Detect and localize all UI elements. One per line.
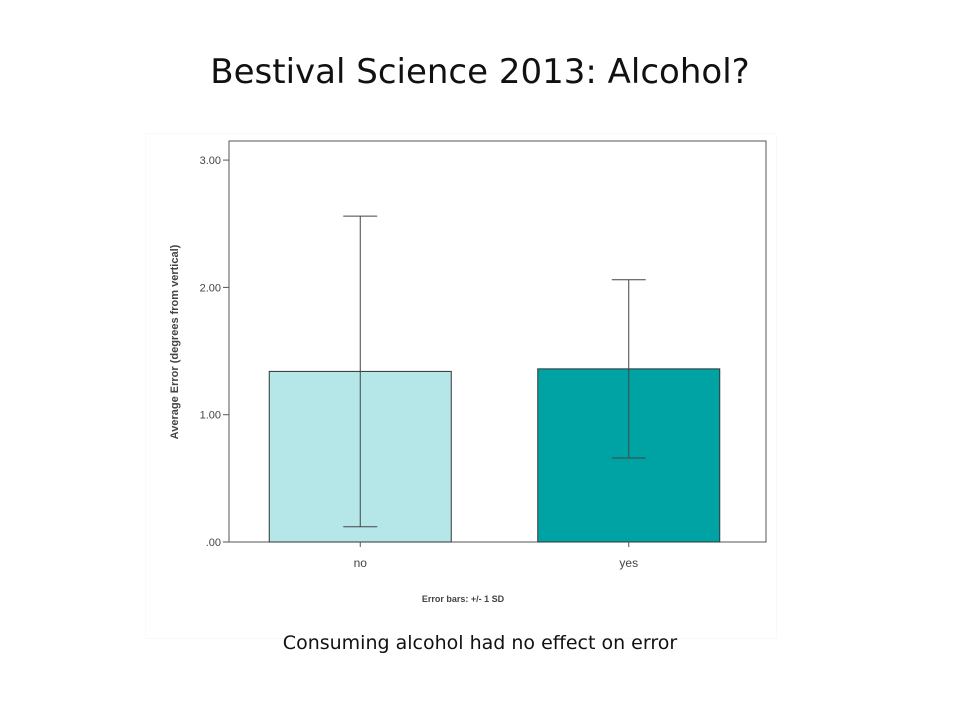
x-tick-label-no: no [354, 556, 368, 570]
bar-chart: .00 1.00 2.00 3.00 no yes Average Error (deg… [169, 140, 767, 604]
y-tick-label: 1.00 [200, 410, 221, 422]
plot-frame [228, 140, 767, 543]
slide-caption: Consuming alcohol had no effect on error [282, 632, 678, 654]
x-tick-label-yes: yes [619, 556, 638, 570]
y-tick-label: .00 [206, 537, 221, 549]
y-tick-label: 3.00 [200, 155, 221, 167]
y-tick-label: 2.00 [200, 282, 221, 294]
slide-title: Bestival Science 2013: Alcohol? [210, 52, 750, 92]
y-axis-title: Average Error (degrees from vertical) [169, 244, 181, 439]
error-bars-note: Error bars: +/- 1 SD [422, 594, 505, 604]
chart-panel: .00 1.00 2.00 3.00 no yes Average Error (deg… [146, 134, 776, 638]
